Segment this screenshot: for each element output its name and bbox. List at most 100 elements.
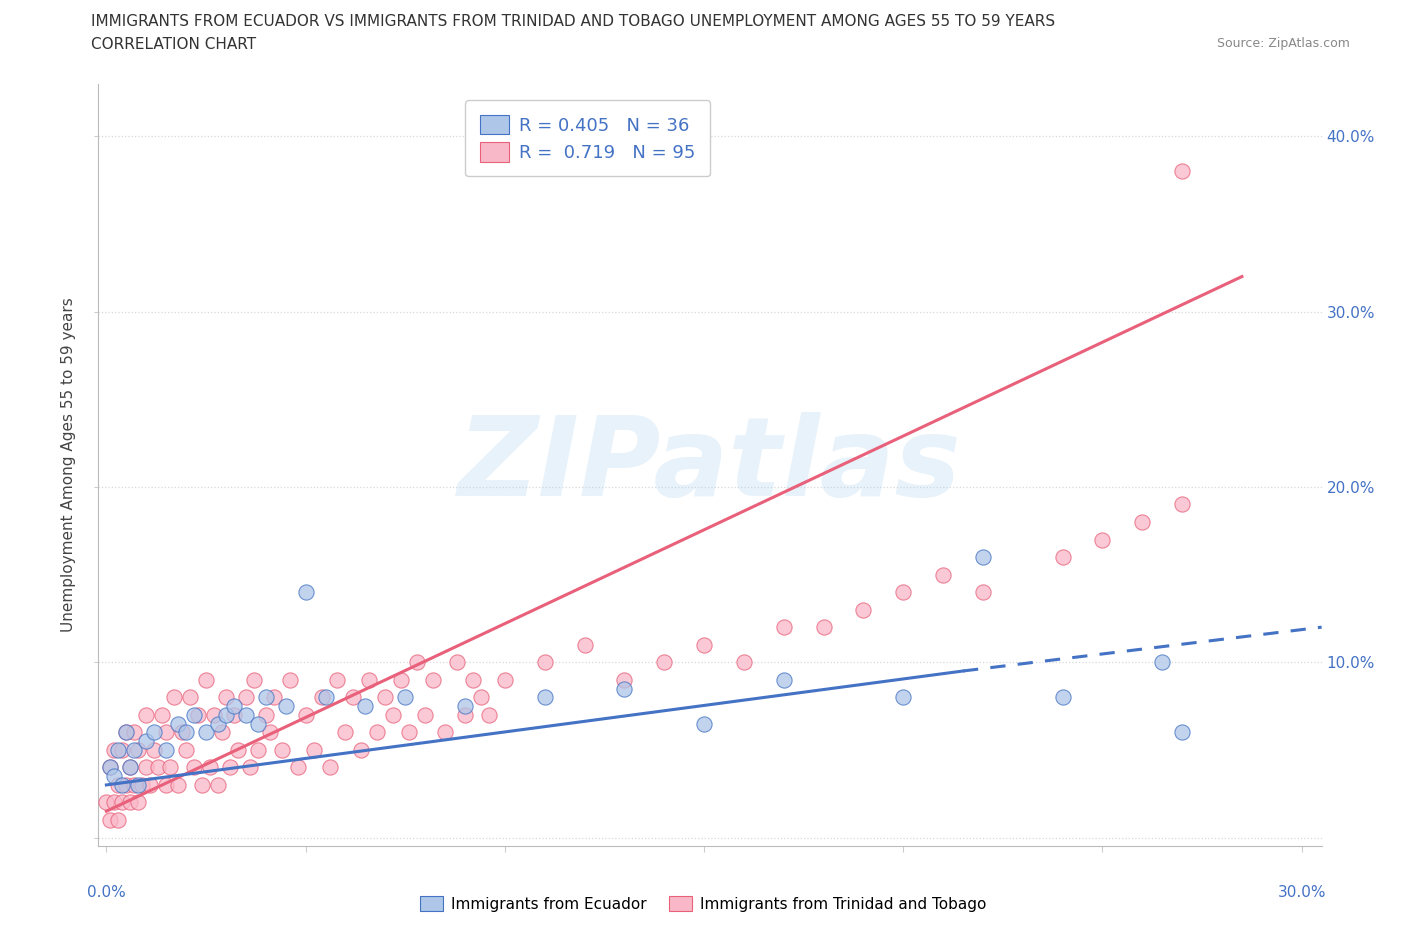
Point bbox=[287, 760, 309, 775]
Point bbox=[470, 690, 492, 705]
Point bbox=[135, 708, 157, 723]
Point bbox=[613, 672, 636, 687]
Point bbox=[183, 760, 205, 775]
Point bbox=[422, 672, 444, 687]
Point bbox=[211, 724, 233, 739]
Point bbox=[366, 724, 388, 739]
Point bbox=[359, 672, 381, 687]
Text: 0.0%: 0.0% bbox=[87, 884, 125, 900]
Point bbox=[100, 813, 122, 828]
Point bbox=[226, 742, 249, 757]
Point bbox=[693, 637, 716, 652]
Point bbox=[254, 690, 277, 705]
Point bbox=[263, 690, 285, 705]
Point bbox=[139, 777, 162, 792]
Point bbox=[1130, 514, 1153, 529]
Point bbox=[434, 724, 457, 739]
Point bbox=[174, 724, 197, 739]
Point bbox=[219, 760, 242, 775]
Text: ZIPatlas: ZIPatlas bbox=[458, 411, 962, 519]
Point bbox=[394, 690, 416, 705]
Point bbox=[533, 655, 555, 670]
Point bbox=[382, 708, 405, 723]
Point bbox=[155, 777, 177, 792]
Point bbox=[179, 690, 201, 705]
Point bbox=[167, 716, 190, 731]
Point bbox=[215, 708, 238, 723]
Point bbox=[195, 724, 218, 739]
Point bbox=[107, 777, 129, 792]
Point bbox=[107, 813, 129, 828]
Point bbox=[183, 708, 205, 723]
Point bbox=[1171, 724, 1194, 739]
Point bbox=[124, 724, 146, 739]
Point bbox=[150, 708, 173, 723]
Point bbox=[274, 698, 297, 713]
Point bbox=[111, 795, 134, 810]
Point bbox=[294, 708, 316, 723]
Point bbox=[207, 777, 229, 792]
Point bbox=[167, 777, 190, 792]
Point bbox=[972, 550, 994, 565]
Point bbox=[115, 724, 138, 739]
Text: Source: ZipAtlas.com: Source: ZipAtlas.com bbox=[1216, 37, 1350, 50]
Point bbox=[259, 724, 281, 739]
Text: CORRELATION CHART: CORRELATION CHART bbox=[91, 37, 256, 52]
Point bbox=[148, 760, 170, 775]
Point bbox=[478, 708, 501, 723]
Point bbox=[235, 708, 257, 723]
Point bbox=[494, 672, 516, 687]
Point bbox=[311, 690, 333, 705]
Y-axis label: Unemployment Among Ages 55 to 59 years: Unemployment Among Ages 55 to 59 years bbox=[60, 298, 76, 632]
Text: 30.0%: 30.0% bbox=[1278, 884, 1326, 900]
Point bbox=[852, 603, 875, 618]
Point bbox=[103, 769, 125, 784]
Point bbox=[374, 690, 396, 705]
Point bbox=[103, 795, 125, 810]
Point bbox=[107, 742, 129, 757]
Point bbox=[733, 655, 755, 670]
Point bbox=[406, 655, 429, 670]
Point bbox=[243, 672, 266, 687]
Point bbox=[693, 716, 716, 731]
Point bbox=[103, 742, 125, 757]
Point bbox=[1171, 164, 1194, 179]
Point bbox=[222, 698, 245, 713]
Point bbox=[120, 760, 142, 775]
Point bbox=[350, 742, 373, 757]
Point bbox=[222, 708, 245, 723]
Point bbox=[131, 777, 153, 792]
Point bbox=[127, 777, 149, 792]
Legend: Immigrants from Ecuador, Immigrants from Trinidad and Tobago: Immigrants from Ecuador, Immigrants from… bbox=[413, 889, 993, 918]
Point bbox=[115, 724, 138, 739]
Point bbox=[389, 672, 412, 687]
Point bbox=[772, 619, 794, 634]
Point bbox=[891, 690, 914, 705]
Point bbox=[124, 777, 146, 792]
Point bbox=[1171, 497, 1194, 512]
Point bbox=[198, 760, 221, 775]
Point bbox=[270, 742, 292, 757]
Point bbox=[318, 760, 340, 775]
Point bbox=[533, 690, 555, 705]
Point bbox=[100, 760, 122, 775]
Point bbox=[235, 690, 257, 705]
Point bbox=[120, 795, 142, 810]
Point bbox=[187, 708, 209, 723]
Point bbox=[127, 742, 149, 757]
Point bbox=[239, 760, 262, 775]
Point bbox=[302, 742, 325, 757]
Point bbox=[1091, 532, 1114, 547]
Point bbox=[772, 672, 794, 687]
Point bbox=[159, 760, 181, 775]
Legend: R = 0.405   N = 36, R =  0.719   N = 95: R = 0.405 N = 36, R = 0.719 N = 95 bbox=[465, 100, 710, 177]
Point bbox=[891, 585, 914, 600]
Point bbox=[127, 795, 149, 810]
Point bbox=[111, 777, 134, 792]
Point bbox=[1152, 655, 1174, 670]
Point bbox=[1052, 550, 1074, 565]
Point bbox=[315, 690, 337, 705]
Point bbox=[143, 742, 166, 757]
Point bbox=[246, 742, 269, 757]
Point bbox=[155, 724, 177, 739]
